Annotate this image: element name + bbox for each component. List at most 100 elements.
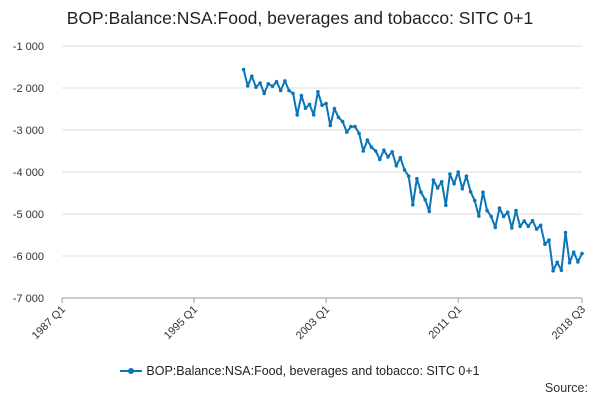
x-tick-label: 1987 Q1 [30,304,68,342]
data-point[interactable] [427,209,432,214]
x-tick-label: 2018 Q3 [550,304,588,342]
data-point[interactable] [543,242,547,246]
data-point[interactable] [373,149,378,153]
data-point[interactable] [332,106,337,111]
data-point[interactable] [551,268,555,273]
data-point[interactable] [485,208,489,213]
data-point[interactable] [526,224,531,228]
data-point[interactable] [534,227,539,231]
data-point[interactable] [402,168,407,172]
data-point[interactable] [378,157,382,162]
data-point[interactable] [340,119,345,124]
data-point[interactable] [411,203,415,207]
y-tick-label: -6 000 [13,251,44,263]
gridlines [62,45,582,257]
data-point[interactable] [423,197,428,202]
data-point[interactable] [530,218,535,223]
data-point[interactable] [349,124,353,129]
data-point[interactable] [444,203,448,207]
data-point[interactable] [245,84,250,88]
data-point[interactable] [278,88,283,93]
data-point[interactable] [307,102,312,107]
data-point[interactable] [320,103,324,107]
data-point[interactable] [262,91,267,96]
data-point[interactable] [456,170,461,174]
data-point[interactable] [291,91,295,96]
data-point[interactable] [357,131,361,136]
data-point[interactable] [324,101,328,106]
data-point[interactable] [382,148,386,152]
data-point[interactable] [241,67,246,72]
data-point[interactable] [518,224,522,228]
data-point[interactable] [555,260,559,265]
data-point[interactable] [522,219,526,223]
data-point[interactable] [258,81,262,85]
data-point[interactable] [369,145,374,149]
data-point[interactable] [464,174,469,178]
data-point[interactable] [559,268,564,273]
data-point[interactable] [266,82,271,86]
y-tick-label: -4 000 [13,167,44,179]
legend-label: BOP:Balance:NSA:Food, beverages and toba… [146,364,480,378]
data-point[interactable] [390,150,395,154]
data-point[interactable] [365,138,370,142]
data-point[interactable] [580,251,584,256]
data-point[interactable] [431,178,436,182]
data-point[interactable] [353,124,357,129]
data-point[interactable] [489,214,494,219]
data-point[interactable] [435,186,440,190]
legend-line-marker-icon [120,366,143,376]
y-tick-label: -1 000 [13,41,44,53]
data-point[interactable] [547,238,551,242]
data-point[interactable] [336,115,341,120]
data-point[interactable] [563,230,568,235]
data-point[interactable] [460,187,465,191]
data-point[interactable] [477,214,481,218]
data-point[interactable] [254,85,258,89]
x-axis [61,297,583,303]
data-point[interactable] [415,176,419,181]
data-point[interactable] [567,260,572,265]
data-point[interactable] [274,79,279,84]
data-point[interactable] [538,223,543,228]
data-point[interactable] [468,189,473,194]
data-point[interactable] [328,123,333,128]
data-point[interactable] [571,250,576,254]
data-point[interactable] [311,113,316,117]
data-point[interactable] [361,149,366,153]
data-point[interactable] [398,155,403,160]
data-point[interactable] [448,172,452,176]
data-point[interactable] [452,182,456,186]
data-point[interactable] [386,155,390,159]
legend[interactable]: BOP:Balance:NSA:Food, beverages and toba… [0,364,600,378]
data-point[interactable] [514,208,518,213]
data-point[interactable] [439,179,444,184]
data-point[interactable] [419,190,423,194]
data-point[interactable] [406,174,411,178]
data-point[interactable] [481,190,485,194]
data-point[interactable] [345,130,349,134]
y-tick-label: -7 000 [13,293,44,305]
y-tick-label: -2 000 [13,83,44,95]
data-point[interactable] [250,74,254,78]
data-point[interactable] [497,206,502,210]
data-point[interactable] [316,90,320,94]
x-tick-label: 2011 Q1 [427,304,465,342]
chart-title: BOP:Balance:NSA:Food, beverages and toba… [66,8,534,28]
data-point[interactable] [576,260,580,264]
data-point[interactable] [493,225,498,230]
data-point[interactable] [505,210,510,215]
data-point[interactable] [287,88,291,93]
data-point[interactable] [394,163,399,168]
data-point[interactable] [283,79,287,83]
data-point[interactable] [472,198,477,203]
data-point[interactable] [270,84,275,89]
data-point[interactable] [299,93,304,98]
data-point[interactable] [501,214,506,219]
data-point[interactable] [303,106,308,110]
y-tick-label: -3 000 [13,125,44,137]
data-point[interactable] [510,226,514,230]
data-point[interactable] [295,113,300,117]
x-axis-tick-labels: 1987 Q1 1995 Q1 2003 Q1 2011 Q1 2018 Q3 [30,304,588,342]
